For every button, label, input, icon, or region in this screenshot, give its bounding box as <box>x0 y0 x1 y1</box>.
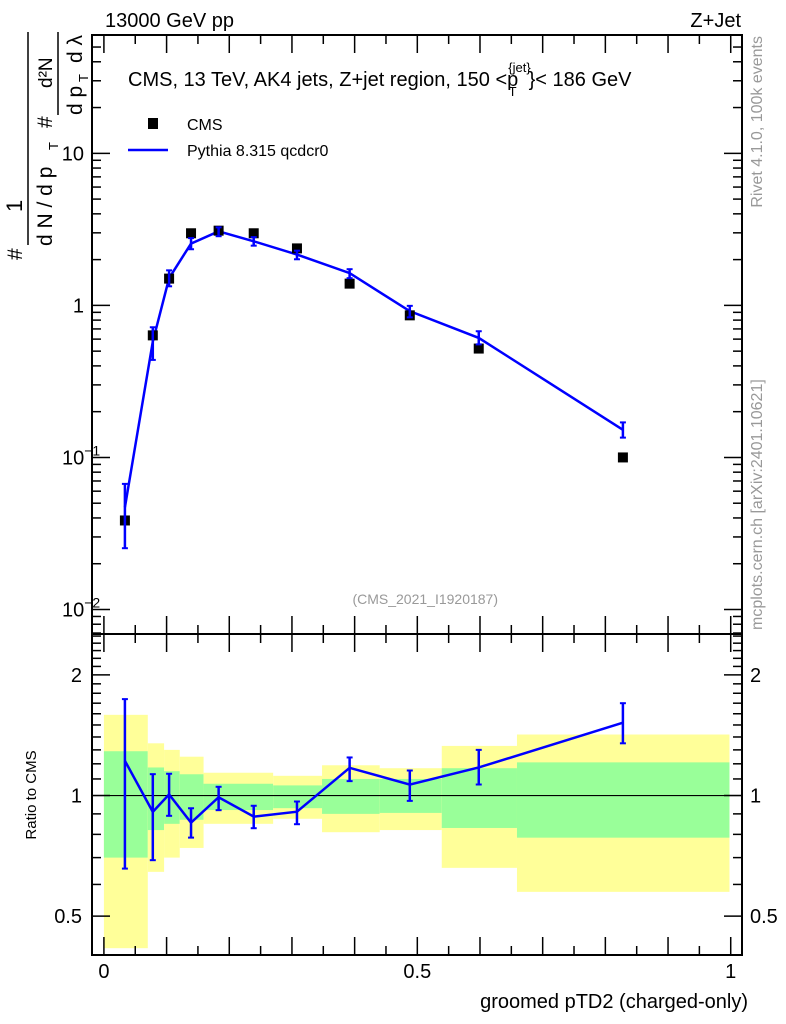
chart-marks <box>92 225 742 870</box>
ylabel-dl: d λ <box>64 34 87 63</box>
cms-data-point <box>617 452 628 463</box>
analysis-annotation: (CMS_2021_I1920187) <box>352 591 498 607</box>
cms-data-point <box>473 343 484 354</box>
y-tick-label: 1 <box>73 295 84 317</box>
ylabel-num2: d²N <box>36 57 57 88</box>
x-tick-label: 1 <box>725 961 736 983</box>
x-axis-label: groomed pTD2 (charged-only) <box>480 991 748 1013</box>
axes: 0 0.5 1 10−2 10−1 1 10 0.5 0.5 1 1 2 2 <box>54 34 778 983</box>
y-tick-label: 10−2 <box>62 594 100 621</box>
mc-line <box>123 229 624 508</box>
ratio-y-label: Ratio to CMS <box>23 750 40 839</box>
cms-data-point <box>291 243 302 254</box>
ratio-y-tick-label-left: 1 <box>71 786 82 808</box>
ratio-bands <box>103 714 730 949</box>
ratio-y-tick-label-right: 1 <box>750 786 761 808</box>
legend: CMS Pythia 8.315 qcdcr0 <box>128 117 329 160</box>
y-tick-label: 10 <box>62 143 84 165</box>
legend-label-cms: CMS <box>187 117 223 134</box>
ylabel-hash-1: # <box>4 248 27 260</box>
rivet-label: Rivet 4.1.0, 100k events <box>749 36 766 208</box>
plot-title: CMS, 13 TeV, AK4 jets, Z+jet region, 150… <box>128 60 632 99</box>
cms-data-point <box>248 228 259 239</box>
ratio-ylabel-text: Ratio to CMS <box>23 750 40 839</box>
mcplots-text: mcplots.cern.ch [arXiv:2401.10621] <box>749 379 766 630</box>
header-right: Z+Jet <box>690 10 741 32</box>
ratio-band-inner <box>322 778 380 814</box>
legend-marker-cms <box>148 118 158 129</box>
header-left: 13000 GeV pp <box>105 10 234 32</box>
ratio-band-inner <box>203 783 274 811</box>
ylabel-num1: 1 <box>2 200 27 212</box>
ratio-y-tick-label-left: 2 <box>71 665 82 687</box>
ratio-y-tick-label-right: 2 <box>750 665 761 687</box>
ratio-band-inner <box>147 767 165 831</box>
ratio-y-tick-label-left: 0.5 <box>54 906 82 928</box>
rivet-text: Rivet 4.1.0, 100k events <box>749 36 766 208</box>
cms-data-point <box>186 228 197 239</box>
ratio-y-tick-label-right: 0.5 <box>750 906 778 928</box>
ylabel-sub1: T <box>46 142 61 150</box>
x-tick-label: 0.5 <box>403 961 431 983</box>
x-tick-label: 0 <box>98 961 109 983</box>
mcplots-label: mcplots.cern.ch [arXiv:2401.10621] <box>749 379 766 630</box>
ylabel-den2: d p <box>64 86 87 115</box>
cms-data-point <box>344 278 355 289</box>
legend-label-mc: Pythia 8.315 qcdcr0 <box>187 143 329 160</box>
ylabel-hash-2: # <box>34 116 57 128</box>
y-tick-label: 10−1 <box>62 442 100 469</box>
ratio-band-inner <box>179 774 204 820</box>
ylabel-den1: d N / d p <box>34 167 57 246</box>
y-axis-label: # 1 d N / d p T # d²N d p T d λ <box>2 32 91 260</box>
ratio-band-inner <box>516 762 730 838</box>
ylabel-sub2: T <box>76 74 91 82</box>
